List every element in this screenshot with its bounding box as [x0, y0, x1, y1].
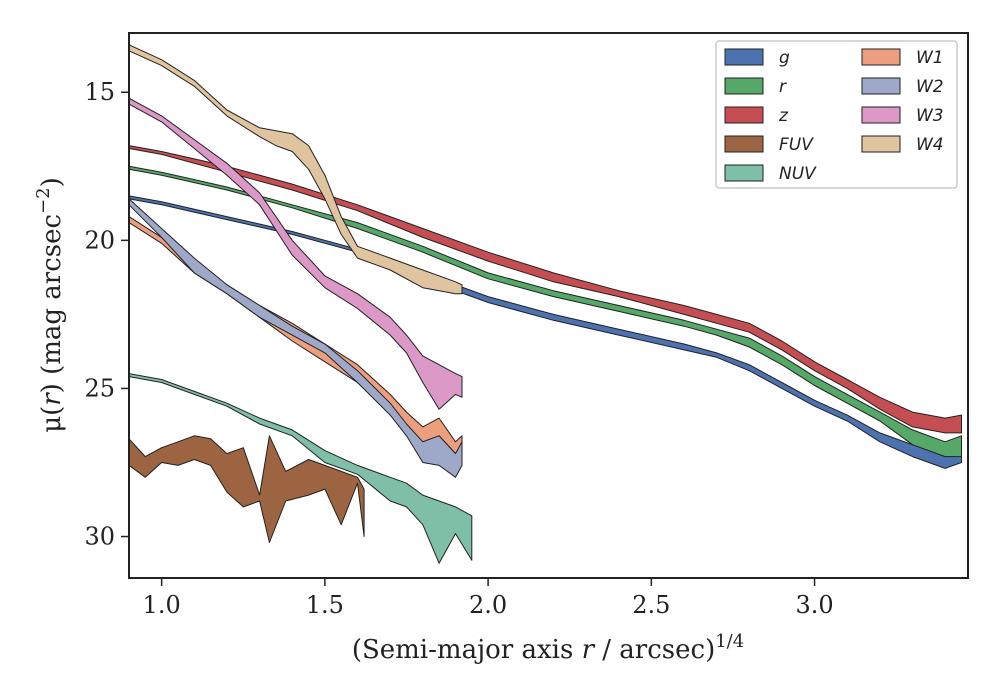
band-nuv: [128, 373, 473, 564]
band-w3: [128, 97, 463, 410]
legend-swatch-g: [724, 48, 764, 66]
x-tick-label: 1.5: [306, 591, 344, 619]
legend-label-w2: W2: [916, 77, 944, 97]
y-axis-label: μ(r) (mag arcsec−2): [33, 177, 67, 433]
band-r: [128, 165, 962, 458]
legend-label-fuv: FUV: [779, 135, 814, 155]
band-fuv: [128, 435, 365, 543]
y-tick-label: 15: [84, 78, 115, 106]
band-w2: [128, 198, 463, 478]
legend-swatch-w4: [861, 135, 901, 153]
legend-swatch-r: [724, 77, 764, 95]
band-z: [128, 145, 962, 434]
legend-label-z: z: [778, 106, 789, 126]
legend-label-w1: W1: [916, 48, 944, 68]
legend-swatch-w3: [861, 106, 901, 124]
profile-bands: [128, 44, 962, 564]
legend-label-r: r: [779, 77, 787, 97]
y-tick-label: 25: [84, 374, 115, 402]
legend-swatch-w2: [861, 77, 901, 95]
legend-label-w4: W4: [916, 135, 944, 155]
x-tick-label: 2.5: [632, 591, 670, 619]
legend-swatch-w1: [861, 48, 901, 66]
legend-label-g: g: [779, 48, 790, 68]
x-tick-label: 3.0: [795, 591, 833, 619]
y-axis-ticks: 15 20 25 30: [84, 78, 129, 551]
band-g: [128, 195, 962, 469]
y-tick-label: 30: [84, 523, 115, 551]
x-tick-label: 2.0: [469, 591, 507, 619]
legend-swatch-fuv: [724, 135, 764, 153]
x-tick-label: 1.0: [143, 591, 181, 619]
legend-label-w3: W3: [916, 106, 944, 126]
x-axis-ticks: 1.0 1.5 2.0 2.5 3.0: [143, 578, 834, 619]
x-axis-label: (Semi-major axis r / arcsec)1/4: [352, 631, 744, 665]
band-w4: [128, 44, 463, 295]
y-tick-label: 20: [84, 226, 115, 254]
legend: grz FUV NUV W1 W2 W3 W4: [715, 40, 958, 189]
legend-swatch-nuv: [724, 164, 764, 182]
legend-label-nuv: NUV: [779, 164, 817, 184]
plot-frame: [128, 32, 969, 579]
legend-swatch-z: [724, 106, 764, 124]
